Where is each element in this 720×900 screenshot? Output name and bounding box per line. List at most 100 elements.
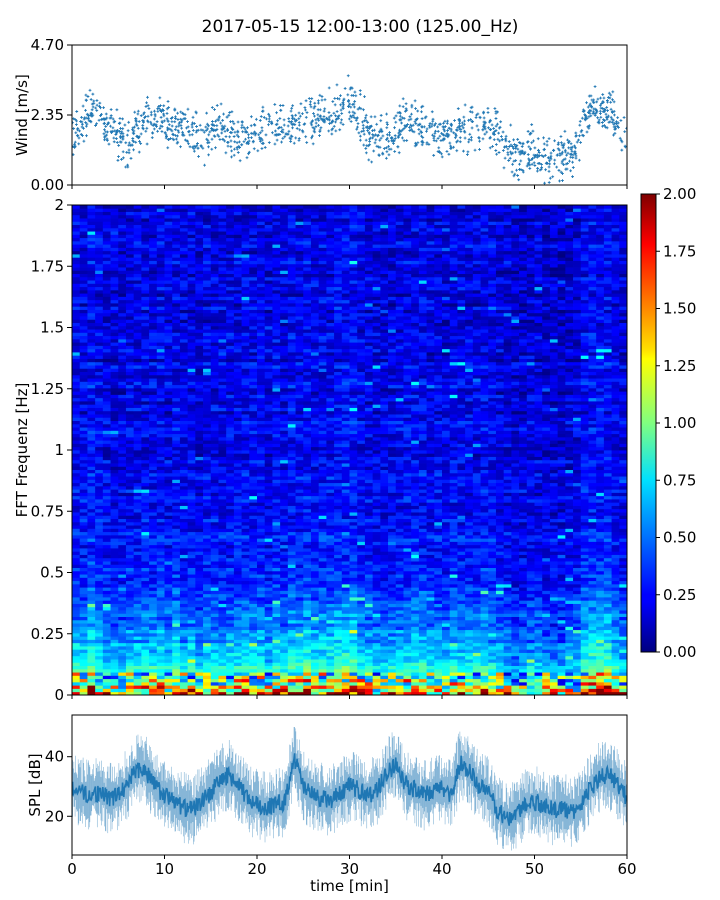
spectrogram-cell: [364, 551, 374, 555]
wind-point: [310, 97, 314, 101]
spectrogram-cell: [318, 600, 327, 604]
wind-point: [310, 123, 314, 127]
spectrogram-cell: [542, 551, 551, 555]
spectrogram-cell: [125, 675, 135, 680]
spectrogram-cell: [233, 668, 242, 673]
wind-point: [258, 119, 262, 122]
spectrogram-cell: [395, 646, 404, 650]
spectrogram-cell: [257, 574, 266, 578]
spectrogram-cell: [434, 652, 443, 657]
spectrogram-cell: [411, 688, 420, 693]
spectrogram-cell: [596, 681, 605, 686]
spectrogram-cell: [280, 639, 289, 644]
wind-point: [186, 107, 190, 111]
spectrogram-cell: [357, 597, 366, 601]
wind-point: [91, 105, 95, 109]
spectrogram-cell: [87, 561, 96, 565]
spectrogram-cell: [519, 570, 528, 575]
spectrogram-cell: [334, 580, 343, 585]
spectrogram-cell: [619, 672, 628, 676]
spectrogram-cell: [418, 629, 427, 634]
spectrogram-cell: [426, 590, 435, 595]
spectrogram-cell: [480, 652, 489, 657]
spectrogram-cell: [187, 600, 196, 604]
spectrogram-cell: [95, 541, 104, 546]
spectrogram-cell: [573, 577, 582, 582]
spectrogram-cell: [287, 544, 296, 549]
spectrogram-cell: [179, 649, 189, 653]
spectrogram-cell: [573, 583, 582, 588]
spectrogram-cell: [287, 597, 296, 601]
spectrogram-cell: [110, 564, 119, 568]
spectrogram-cell: [526, 551, 535, 555]
spectrogram-cell: [226, 580, 235, 585]
spectrogram-cell: [472, 642, 481, 647]
spectrogram-cell: [573, 662, 582, 666]
spectrogram-cell: [287, 642, 296, 647]
spectrogram-cell: [149, 629, 158, 634]
spectrogram-cell: [557, 583, 566, 588]
spectrogram-cell: [172, 613, 181, 617]
spectrogram-cell: [141, 597, 150, 601]
figure-title: 2017-05-15 12:00-13:00 (125.00_Hz): [202, 17, 519, 37]
spectrogram-cell: [272, 590, 281, 595]
spectrogram-cell: [596, 639, 605, 644]
spectrogram-cell: [565, 646, 574, 650]
spectrogram-cell: [233, 557, 242, 562]
spectrogram-cell: [164, 574, 173, 578]
wind-point: [204, 129, 208, 132]
wind-point: [562, 142, 566, 146]
wind-point: [559, 135, 563, 138]
spectrogram-cell: [95, 603, 104, 608]
spectrogram-cell: [526, 554, 535, 559]
wind-point: [504, 134, 508, 138]
spectrogram-cell: [133, 574, 142, 578]
spectrogram-cell: [334, 541, 343, 546]
wind-point: [373, 115, 377, 119]
spectrogram-cell: [472, 580, 481, 585]
spectrogram-cell: [287, 606, 296, 611]
spectrogram-cell: [357, 675, 366, 680]
spectrogram-cell: [403, 580, 412, 585]
spectrogram-cell: [218, 534, 227, 539]
spectrogram-cell: [472, 600, 481, 604]
spectrogram-cell: [303, 688, 312, 693]
wind-point: [555, 165, 559, 169]
spectrogram-cell: [172, 675, 181, 680]
spectrogram-cell: [573, 541, 582, 546]
spectrogram-cell: [488, 623, 497, 627]
spectrogram-cell: [280, 632, 289, 637]
spectrogram-cell: [210, 672, 219, 676]
spectrogram-cell: [264, 554, 273, 559]
wind-point: [601, 100, 605, 103]
spectrogram-cell: [125, 554, 135, 559]
spectrogram-cell: [141, 642, 150, 647]
spectrogram-cell: [519, 685, 528, 689]
wind-point: [488, 120, 491, 124]
wind-point: [511, 162, 515, 166]
spectrogram-cell: [395, 678, 404, 683]
spectrogram-cell: [241, 613, 250, 617]
wind-point: [380, 130, 384, 134]
spectrogram-cell: [603, 551, 612, 555]
spectrogram-cell: [203, 636, 212, 640]
spectrogram-cell: [257, 567, 266, 572]
wind-point: [566, 162, 570, 165]
spectrogram-cell: [449, 600, 458, 604]
spectrogram-cell: [418, 610, 427, 614]
wind-point: [575, 140, 579, 144]
wind-point: [409, 127, 413, 131]
spectrogram-cell: [318, 567, 327, 572]
spectrogram-cell: [280, 570, 289, 575]
spectrogram-cell: [264, 580, 273, 585]
spectrogram-cell: [411, 541, 420, 546]
spectrogram-cell: [465, 688, 474, 693]
wind-point: [491, 144, 494, 148]
spectrogram-cell: [388, 564, 397, 568]
spectrogram-cell: [603, 668, 612, 673]
spectrogram-cell: [72, 646, 81, 650]
spectrogram-cell: [203, 672, 212, 676]
spectrogram-cell: [233, 587, 242, 591]
wind-point: [116, 128, 120, 132]
spectrogram-cell: [218, 668, 227, 673]
